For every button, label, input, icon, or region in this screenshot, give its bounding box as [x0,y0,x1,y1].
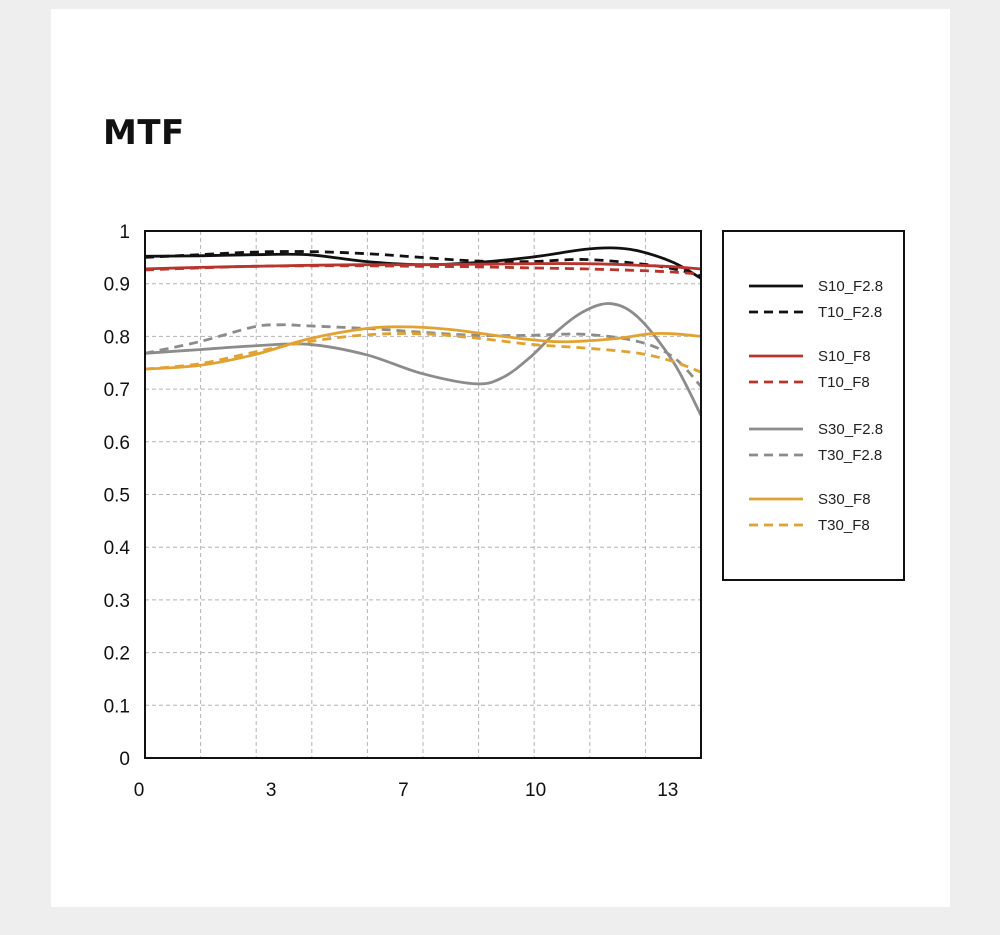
legend-label-s10-f2-8: S10_F2.8 [818,278,883,295]
legend-label-t10-f2-8: T10_F2.8 [818,304,882,321]
grid-layer [145,231,701,758]
legend-label-s10-f8: S10_F8 [818,348,871,365]
legend: S10_F2.8 T10_F2.8 S10_F8 T10_F8 S30_F2.8 T30_… [722,230,905,581]
series-line-s10-f8 [145,262,701,271]
series-line-t30-f8 [145,332,701,374]
y-tick-label: 0.4 [104,538,131,559]
y-tick-label: 0.6 [104,433,130,454]
legend-label-t30-f2-8: T30_F2.8 [818,447,882,464]
legend-label-s30-f2-8: S30_F2.8 [818,421,883,438]
y-tick-label: 0.3 [104,591,130,612]
series-line-s10-f2-8 [145,246,701,280]
x-tick-label: 0 [134,780,145,801]
y-tick-label: 1 [119,222,130,243]
y-tick-label: 0.5 [104,486,130,507]
y-tick-label: 0.7 [104,380,130,401]
series-line-t10-f8 [145,264,701,276]
chart-title: MTF [103,113,185,153]
x-tick-label: 3 [266,780,277,801]
y-tick-label: 0.8 [104,327,130,348]
x-tick-label: 13 [657,780,678,801]
series-line-t30-f2-8 [145,323,701,388]
tick-layer: 00.10.20.30.40.50.60.70.80.910 3 7 10 13 [104,222,679,801]
legend-label-s30-f8: S30_F8 [818,491,871,508]
legend-label-t10-f8: T10_F8 [818,374,870,391]
x-tick-label: 7 [398,780,409,801]
y-tick-label: 0.9 [104,275,130,296]
legend-label-t30-f8: T30_F8 [818,517,870,534]
y-tick-label: 0 [119,749,130,770]
series-layer [145,246,701,417]
series-line-s30-f2-8 [145,302,701,417]
x-tick-label: 10 [525,780,546,801]
plot-frame [144,230,702,759]
y-tick-label: 0.2 [104,644,130,665]
y-tick-label: 0.1 [104,696,130,717]
series-line-s30-f8 [145,325,701,371]
